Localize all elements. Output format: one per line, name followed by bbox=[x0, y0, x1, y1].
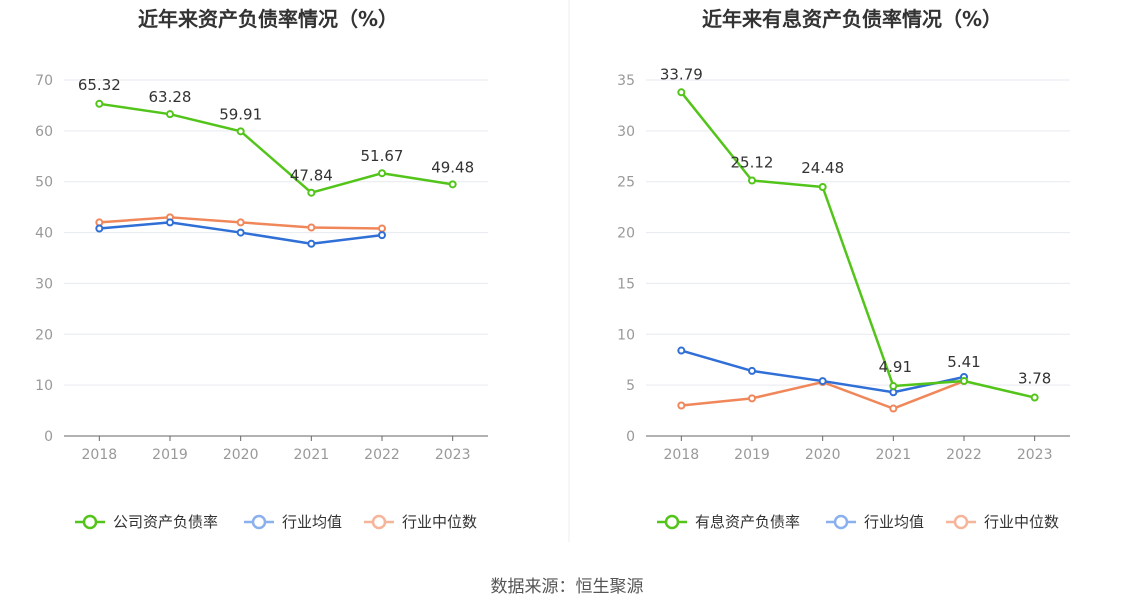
data-point bbox=[307, 188, 316, 197]
series-line-0 bbox=[680, 91, 1035, 399]
y-tick-label: 5 bbox=[626, 378, 635, 394]
legend-swatch-marker bbox=[953, 514, 969, 530]
legend-label: 行业中位数 bbox=[402, 513, 477, 531]
data-label: 47.84 bbox=[290, 167, 333, 185]
data-point bbox=[677, 346, 686, 355]
data-point bbox=[818, 183, 827, 192]
data-point bbox=[95, 224, 104, 233]
data-point bbox=[236, 127, 245, 136]
legend-label: 公司资产负债率 bbox=[113, 513, 218, 531]
legend-swatch-marker bbox=[82, 514, 98, 530]
x-tick-label: 2022 bbox=[946, 447, 982, 463]
data-point bbox=[166, 218, 174, 227]
data-label: 4.91 bbox=[879, 358, 912, 376]
data-point bbox=[889, 404, 898, 413]
legend-label: 行业均值 bbox=[864, 513, 924, 531]
y-tick-label: 0 bbox=[44, 429, 53, 445]
data-point bbox=[378, 231, 386, 240]
x-tick-label: 2020 bbox=[223, 447, 259, 463]
data-source-label: 数据来源：恒生聚源 bbox=[491, 577, 644, 597]
data-label: 49.48 bbox=[431, 158, 474, 176]
data-label: 25.12 bbox=[731, 153, 774, 171]
y-tick-label: 50 bbox=[35, 175, 53, 191]
chart-title: 近年来有息资产负债率情况（%） bbox=[702, 7, 1002, 31]
data-label: 5.41 bbox=[947, 353, 980, 371]
data-point bbox=[378, 169, 386, 178]
x-tick-label: 2023 bbox=[435, 447, 471, 463]
data-label: 65.32 bbox=[78, 76, 121, 94]
data-point bbox=[889, 388, 898, 397]
data-label: 33.79 bbox=[660, 65, 703, 83]
legend-label: 有息资产负债率 bbox=[695, 513, 800, 531]
y-tick-label: 0 bbox=[626, 429, 635, 445]
data-point bbox=[889, 382, 898, 391]
data-point bbox=[378, 224, 386, 233]
x-tick-label: 2022 bbox=[364, 447, 400, 463]
y-tick-label: 20 bbox=[617, 226, 635, 242]
data-point bbox=[448, 180, 457, 189]
y-tick-label: 10 bbox=[617, 327, 635, 343]
data-label: 3.78 bbox=[1018, 370, 1051, 388]
y-tick-label: 40 bbox=[35, 226, 53, 242]
data-label: 51.67 bbox=[361, 147, 404, 165]
chart-interest-debt-ratio: 近年来有息资产负债率情况（%） 0 5 10 15 20 25 30 35 2018 2019 202… bbox=[617, 7, 1070, 531]
data-point bbox=[748, 176, 756, 185]
x-tick-label: 2020 bbox=[805, 447, 841, 463]
y-tick-label: 60 bbox=[35, 124, 53, 140]
legend-swatch-marker bbox=[371, 514, 387, 530]
data-label: 24.48 bbox=[801, 159, 844, 177]
x-tick-label: 2019 bbox=[734, 447, 770, 463]
x-tick-label: 2021 bbox=[876, 447, 912, 463]
data-point bbox=[1030, 393, 1039, 402]
data-point bbox=[677, 88, 686, 97]
y-tick-label: 35 bbox=[617, 73, 635, 89]
data-point bbox=[166, 110, 174, 119]
x-tick-label: 2018 bbox=[82, 447, 118, 463]
legend-swatch-marker bbox=[664, 514, 680, 530]
y-tick-label: 15 bbox=[617, 276, 635, 292]
data-label: 59.91 bbox=[219, 105, 262, 123]
data-point bbox=[236, 228, 245, 237]
data-label: 63.28 bbox=[149, 88, 192, 106]
x-tick-label: 2019 bbox=[152, 447, 188, 463]
data-point bbox=[748, 366, 756, 375]
x-tick-label: 2023 bbox=[1017, 447, 1053, 463]
legend-label: 行业均值 bbox=[282, 513, 342, 531]
chart-debt-ratio: 近年来资产负债率情况（%） 0 10 20 30 40 50 60 70 2018 2019 2020… bbox=[35, 7, 488, 531]
x-tick-label: 2018 bbox=[664, 447, 700, 463]
y-tick-label: 25 bbox=[617, 175, 635, 191]
y-tick-label: 70 bbox=[35, 73, 53, 89]
y-tick-label: 30 bbox=[617, 124, 635, 140]
data-point bbox=[818, 377, 827, 386]
data-point bbox=[677, 401, 686, 410]
legend-label: 行业中位数 bbox=[984, 513, 1059, 531]
data-point bbox=[960, 376, 968, 385]
series-line-0 bbox=[99, 102, 453, 194]
data-point bbox=[95, 218, 104, 227]
data-point bbox=[95, 99, 104, 108]
legend-swatch-marker bbox=[833, 514, 849, 530]
data-point bbox=[307, 223, 316, 232]
y-tick-label: 10 bbox=[35, 378, 53, 394]
chart-title: 近年来资产负债率情况（%） bbox=[138, 7, 398, 31]
y-tick-label: 30 bbox=[35, 276, 53, 292]
legend-swatch-marker bbox=[251, 514, 267, 530]
y-tick-label: 20 bbox=[35, 327, 53, 343]
data-point bbox=[748, 394, 756, 403]
data-point bbox=[307, 239, 316, 248]
data-point bbox=[236, 218, 245, 227]
x-tick-label: 2021 bbox=[294, 447, 330, 463]
